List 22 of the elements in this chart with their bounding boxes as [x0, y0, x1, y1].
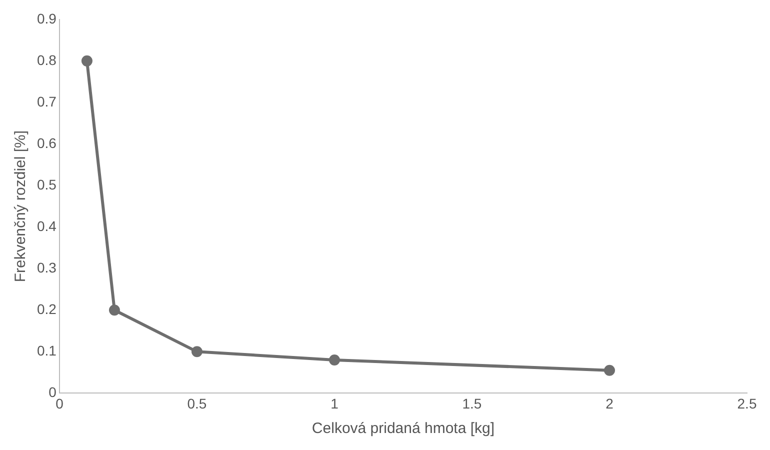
x-tick-label: 2.5: [737, 395, 757, 412]
x-tick-label: 2: [606, 395, 614, 412]
point: [328, 354, 340, 366]
y-tick-label: 0.3: [36, 259, 57, 276]
y-tick-label: 0.5: [36, 176, 57, 192]
x-tick-label: 1.5: [462, 395, 482, 412]
y-tick-label: 0.7: [36, 93, 57, 110]
y-tick-label: 0.1: [36, 342, 57, 359]
y-tick-label: 0.6: [36, 134, 57, 151]
y-tick-label: 0.2: [36, 300, 57, 317]
point: [108, 304, 120, 316]
y-tick-label: 0.8: [36, 52, 57, 68]
x-axis-title: Celková pridaná hmota [kg]: [312, 420, 495, 438]
y-tick-label: 0: [48, 384, 57, 400]
x-tick-label: 0.5: [187, 395, 207, 412]
point: [81, 55, 92, 66]
y-tick-label: 0.4: [36, 218, 57, 234]
point: [604, 364, 615, 376]
y-axis-title: Frekvenčný rozdiel [%]: [12, 130, 30, 282]
point: [191, 346, 202, 358]
x-tick-label: 1: [330, 395, 339, 412]
y-tick-label: 0.9: [36, 10, 57, 26]
